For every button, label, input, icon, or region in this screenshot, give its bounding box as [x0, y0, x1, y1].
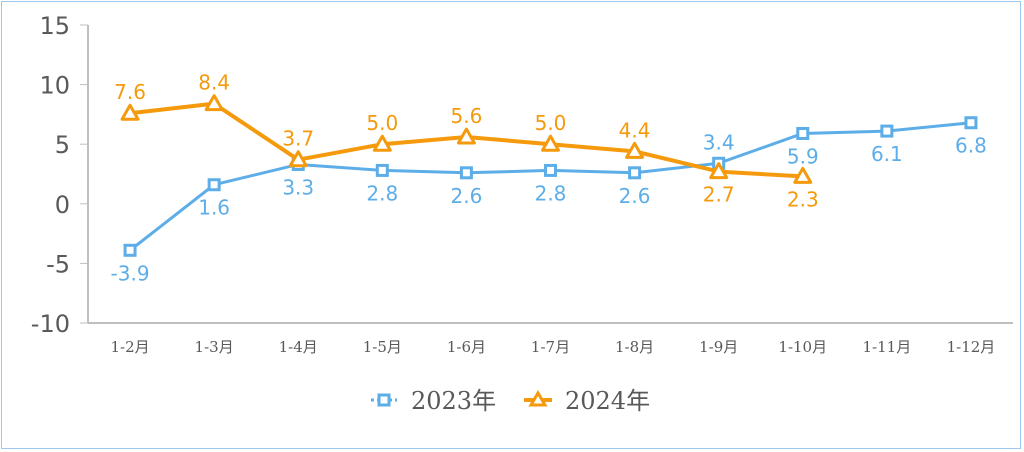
data-label: 2.7 [703, 183, 735, 207]
data-label: 6.8 [955, 134, 987, 158]
data-point-square [544, 163, 557, 177]
x-tick-label: 1-6月 [447, 338, 486, 356]
x-tick-label: 1-5月 [363, 338, 402, 356]
legend-label-2024: 2024年 [565, 387, 650, 415]
x-tick-label: 1-11月 [863, 338, 912, 356]
data-point-triangle [372, 134, 392, 152]
legend-triangle-icon [528, 390, 548, 407]
data-label: 4.4 [619, 118, 651, 142]
data-point-square [880, 124, 894, 138]
data-label: 3.4 [703, 130, 735, 154]
data-label: 6.1 [871, 142, 903, 166]
data-label: 1.6 [198, 196, 230, 220]
y-tick-label: 15 [39, 12, 70, 40]
x-tick-label: 1-8月 [615, 338, 654, 356]
data-label: 5.6 [451, 104, 483, 128]
data-point-square [796, 126, 810, 140]
x-tick-label: 1-10月 [778, 338, 827, 356]
data-label: 2.3 [787, 187, 819, 211]
data-label: 5.9 [787, 144, 819, 168]
data-label: 5.0 [535, 111, 567, 135]
x-tick-label: 1-7月 [531, 338, 570, 356]
data-point-triangle [288, 150, 308, 168]
y-tick-label: 0 [55, 191, 70, 219]
data-label: 2.6 [451, 184, 483, 208]
x-tick-label: 1-9月 [699, 338, 738, 356]
data-point-triangle [120, 103, 140, 121]
x-tick-label: 1-2月 [110, 338, 149, 356]
data-label: 3.7 [282, 127, 314, 151]
y-tick-label: 5 [55, 131, 70, 159]
data-label: 2.6 [619, 184, 651, 208]
y-tick-label: -10 [31, 310, 70, 338]
data-label: 3.3 [282, 175, 314, 199]
data-label: 2.8 [366, 181, 398, 205]
y-tick-label: -5 [46, 250, 70, 278]
data-point-triangle [793, 166, 813, 184]
legend-square-icon [377, 393, 391, 407]
data-label: 2.8 [535, 181, 567, 205]
data-point-square [628, 166, 642, 180]
data-label: 8.4 [198, 71, 230, 95]
y-tick-label: 10 [39, 72, 70, 100]
data-point-triangle [541, 134, 560, 152]
legend-label-2023: 2023年 [411, 387, 496, 415]
data-point-square [375, 163, 389, 177]
data-point-square [123, 243, 137, 257]
x-tick-label: 1-12月 [947, 338, 996, 356]
data-point-triangle [709, 162, 729, 180]
data-point-square [207, 178, 221, 192]
data-label: -3.9 [111, 261, 150, 285]
data-point-triangle [204, 94, 224, 112]
data-point-triangle [625, 141, 645, 159]
x-tick-label: 1-3月 [195, 338, 234, 356]
data-label: 5.0 [366, 111, 398, 135]
data-label: 7.6 [114, 80, 146, 104]
x-tick-label: 1-4月 [279, 338, 318, 356]
data-point-triangle [456, 127, 476, 145]
data-point-square [964, 116, 978, 130]
data-point-square [459, 166, 473, 180]
